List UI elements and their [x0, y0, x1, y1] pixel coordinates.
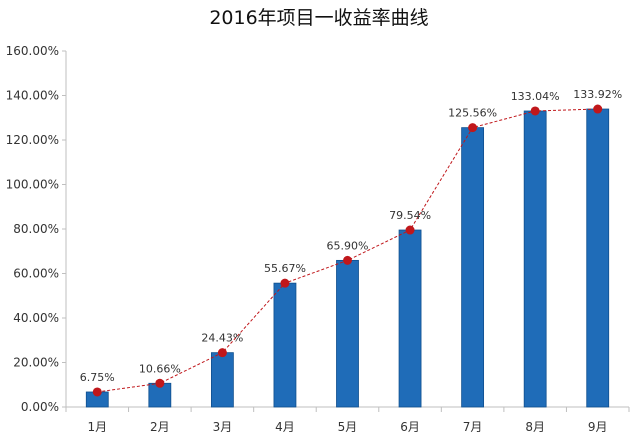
- bar: [398, 229, 422, 408]
- y-tick-label: 120.00%: [6, 133, 59, 147]
- bar-series: [85, 108, 610, 408]
- line-marker: [468, 123, 478, 133]
- y-tick-label: 0.00%: [21, 400, 59, 414]
- data-label: 65.90%: [327, 239, 369, 252]
- y-tick-label: 80.00%: [13, 222, 59, 236]
- data-label: 55.67%: [264, 262, 306, 275]
- data-labels: 6.75% 10.66% 24.43% 55.67% 65.90% 79.54% 125.5…: [80, 88, 622, 384]
- x-tick-label: 1月: [87, 420, 107, 434]
- line-marker: [405, 225, 415, 235]
- line-marker: [593, 104, 603, 114]
- y-tick-label: 60.00%: [13, 267, 59, 281]
- x-tick-label: 4月: [275, 420, 295, 434]
- x-tick-label: 7月: [463, 420, 483, 434]
- line-marker: [155, 378, 165, 388]
- line-marker: [343, 255, 352, 265]
- line-marker: [217, 348, 227, 358]
- chart-title: 2016年项目一收益率曲线: [209, 7, 428, 29]
- bar: [523, 110, 547, 408]
- data-label: 133.04%: [511, 90, 560, 103]
- bar: [336, 259, 359, 408]
- line-marker: [280, 278, 290, 288]
- bar: [586, 108, 610, 408]
- y-tick-label: 100.00%: [6, 178, 59, 192]
- data-label: 133.92%: [573, 88, 622, 101]
- bar: [461, 127, 485, 408]
- y-tick-label: 40.00%: [13, 311, 59, 325]
- y-axis: 0.00% 20.00% 40.00% 60.00% 80.00% 100.00% 120.…: [6, 44, 67, 414]
- line-marker: [530, 106, 540, 116]
- x-axis: 1月 2月 3月 4月 5月 6月 7月 8月 9月: [65, 406, 630, 434]
- y-tick-label: 160.00%: [6, 44, 59, 58]
- data-label: 79.54%: [389, 209, 431, 222]
- data-label: 125.56%: [448, 107, 497, 120]
- x-tick-label: 2月: [150, 420, 170, 434]
- bar: [210, 352, 234, 408]
- trend-line-series: [92, 104, 603, 397]
- x-tick-label: 5月: [338, 420, 358, 434]
- x-tick-label: 6月: [400, 420, 420, 434]
- y-tick-label: 20.00%: [13, 356, 59, 370]
- data-label: 10.66%: [139, 362, 181, 375]
- line-marker: [92, 387, 102, 397]
- x-tick-label: 3月: [213, 420, 233, 434]
- x-tick-label: 9月: [588, 420, 608, 434]
- x-tick-label: 8月: [525, 420, 545, 434]
- bar: [273, 282, 297, 408]
- y-tick-label: 140.00%: [6, 89, 59, 103]
- data-label: 24.43%: [201, 332, 243, 345]
- data-label: 6.75%: [80, 371, 115, 384]
